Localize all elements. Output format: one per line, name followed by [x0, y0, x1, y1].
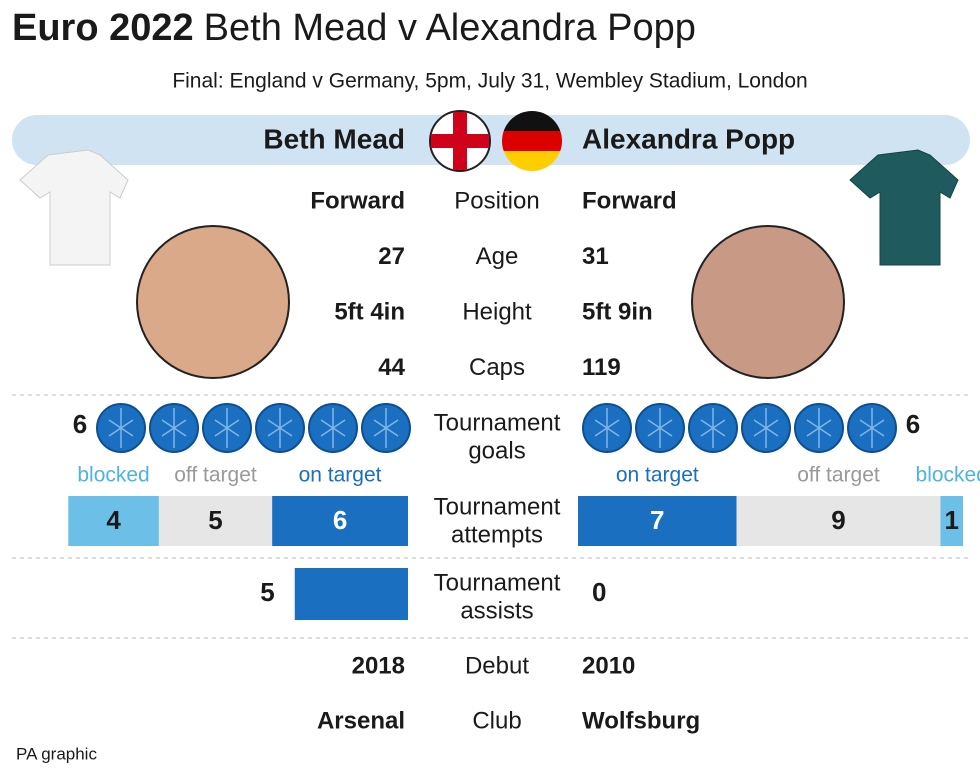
attempt-bar: [68, 496, 159, 546]
section-label: assists: [460, 597, 533, 624]
attempt-type: blocked: [77, 464, 149, 487]
england-flag: [429, 110, 491, 172]
footer: PA graphic: [16, 744, 97, 763]
ball-pattern: [753, 408, 779, 448]
player-name: Alexandra Popp: [582, 123, 795, 154]
ball-pattern: [700, 408, 726, 448]
attempt-value: 9: [831, 505, 845, 535]
attempt-type: off target: [174, 464, 257, 487]
germany-shirt: [849, 149, 959, 266]
section-label: Tournament: [434, 569, 561, 596]
name-band: [12, 115, 970, 165]
row-label: Position: [454, 187, 539, 214]
attempt-type: on target: [616, 464, 699, 487]
england-shirt: [19, 149, 129, 266]
row-label: Height: [462, 298, 532, 325]
left-value: 5ft 4in: [334, 298, 405, 325]
title: Euro 2022 Beth Mead v Alexandra Popp: [12, 7, 696, 49]
ball-pattern: [267, 408, 293, 448]
ball-pattern: [161, 408, 187, 448]
left-value: 44: [378, 354, 405, 381]
right-value: Forward: [582, 187, 677, 214]
ball-pattern: [859, 408, 885, 448]
attempt-bar: [940, 496, 964, 546]
attempt-type: off target: [797, 464, 880, 487]
row-label: Debut: [465, 652, 529, 679]
player-name: Beth Mead: [263, 123, 405, 154]
row-label: Caps: [469, 354, 525, 381]
section-label: goals: [468, 437, 525, 464]
ball-pattern: [320, 408, 346, 448]
row-label: Age: [476, 243, 519, 270]
ball-pattern: [214, 408, 240, 448]
section-label: Tournament: [434, 409, 561, 436]
ball-pattern: [647, 408, 673, 448]
section-label: Tournament: [434, 493, 561, 520]
assist-bar: [294, 568, 408, 620]
attempt-bar: [578, 496, 737, 546]
player-photo: [136, 225, 290, 379]
attempt-bar: [272, 496, 408, 546]
assist-value: 5: [260, 577, 274, 607]
title-rest: Beth Mead v Alexandra Popp: [204, 7, 696, 49]
right-value: Wolfsburg: [582, 707, 700, 734]
ball-pattern: [108, 408, 134, 448]
goal-count: 6: [906, 409, 920, 439]
title-bold: Euro 2022: [12, 7, 194, 49]
left-value: Arsenal: [317, 707, 405, 734]
left-value: 2018: [352, 652, 405, 679]
ball-pattern: [594, 408, 620, 448]
attempt-value: 7: [650, 505, 664, 535]
attempt-type: on target: [299, 464, 382, 487]
attempt-value: 4: [106, 505, 121, 535]
attempt-type: blocked: [916, 464, 980, 487]
attempt-value: 5: [208, 505, 222, 535]
attempt-value: 6: [333, 505, 347, 535]
subtitle: Final: England v Germany, 5pm, July 31, …: [172, 70, 807, 93]
attempt-value: 1: [944, 505, 958, 535]
right-value: 31: [582, 243, 609, 270]
goal-count: 6: [73, 409, 87, 439]
assist-value: 0: [592, 577, 606, 607]
ball-pattern: [806, 408, 832, 448]
left-value: 27: [378, 243, 405, 270]
attempt-bar: [736, 496, 941, 546]
player-photo: [691, 225, 845, 379]
row-label: Club: [472, 707, 521, 734]
right-value: 5ft 9in: [582, 298, 653, 325]
right-value: 2010: [582, 652, 635, 679]
section-label: attempts: [451, 521, 543, 548]
ball-pattern: [373, 408, 399, 448]
attempt-bar: [158, 496, 273, 546]
germany-flag: [502, 111, 562, 171]
left-value: Forward: [310, 187, 405, 214]
right-value: 119: [582, 354, 621, 381]
